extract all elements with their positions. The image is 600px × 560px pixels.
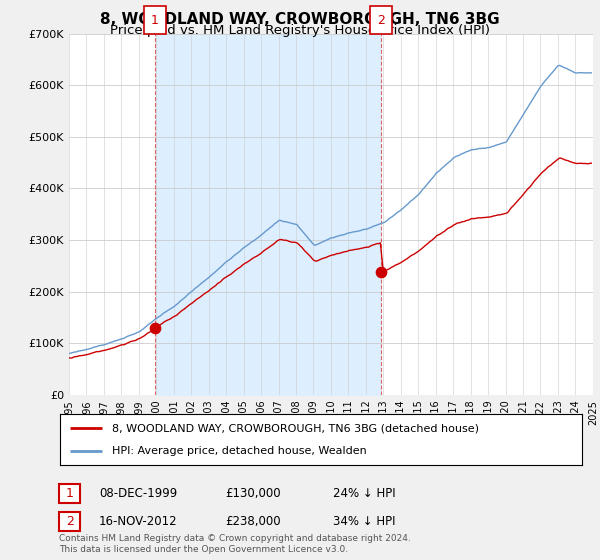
Text: Contains HM Land Registry data © Crown copyright and database right 2024.
This d: Contains HM Land Registry data © Crown c… [59, 534, 410, 554]
Text: HPI: Average price, detached house, Wealden: HPI: Average price, detached house, Weal… [112, 446, 367, 456]
Text: £130,000: £130,000 [225, 487, 281, 501]
Text: 34% ↓ HPI: 34% ↓ HPI [333, 515, 395, 529]
Text: 1: 1 [151, 13, 159, 27]
Text: 2: 2 [377, 13, 385, 27]
Point [376, 268, 386, 277]
Text: 8, WOODLAND WAY, CROWBOROUGH, TN6 3BG (detached house): 8, WOODLAND WAY, CROWBOROUGH, TN6 3BG (d… [112, 423, 479, 433]
Text: Price paid vs. HM Land Registry's House Price Index (HPI): Price paid vs. HM Land Registry's House … [110, 24, 490, 36]
Text: 8, WOODLAND WAY, CROWBOROUGH, TN6 3BG: 8, WOODLAND WAY, CROWBOROUGH, TN6 3BG [100, 12, 500, 27]
Point [150, 323, 160, 332]
Text: 1: 1 [65, 487, 74, 501]
Text: 08-DEC-1999: 08-DEC-1999 [99, 487, 177, 501]
Text: 2: 2 [65, 515, 74, 529]
Text: 16-NOV-2012: 16-NOV-2012 [99, 515, 178, 529]
Text: £238,000: £238,000 [225, 515, 281, 529]
Text: 24% ↓ HPI: 24% ↓ HPI [333, 487, 395, 501]
